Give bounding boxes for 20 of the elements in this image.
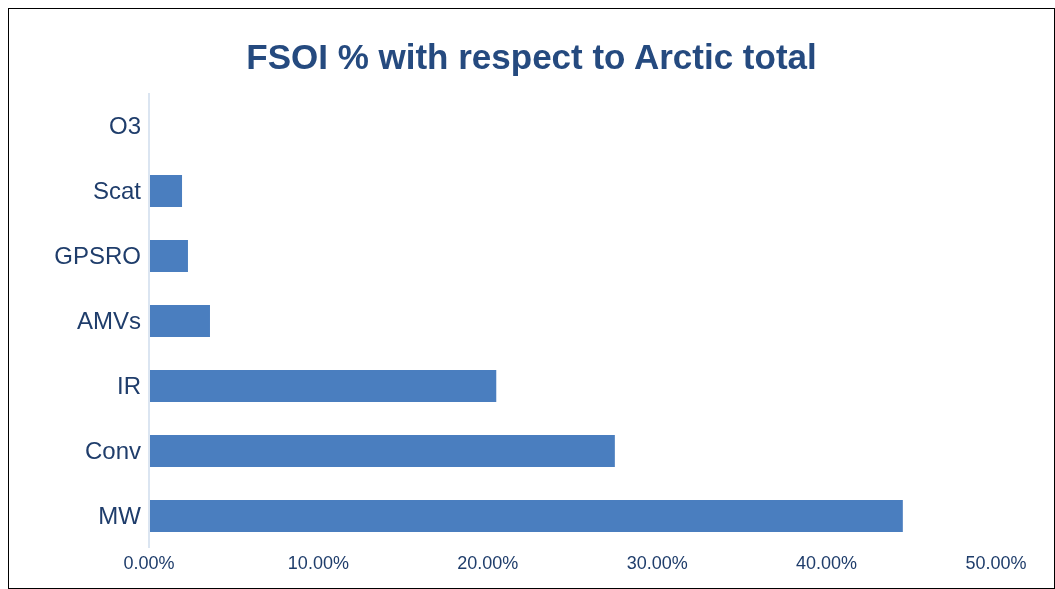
bar <box>149 435 615 467</box>
x-tick-label: 0.00% <box>123 552 175 573</box>
y-tick-label: O3 <box>108 112 141 140</box>
bar <box>149 305 210 337</box>
x-tick-label: 10.00% <box>287 552 349 573</box>
y-tick-label: Scat <box>92 177 142 205</box>
y-tick-label: MW <box>98 502 142 530</box>
y-tick-label: IR <box>117 372 141 400</box>
bar <box>149 370 497 402</box>
x-tick-label: 30.00% <box>626 552 688 573</box>
y-tick-label: AMVs <box>76 307 141 335</box>
y-tick-label: GPSRO <box>54 242 141 270</box>
y-tick-label: Conv <box>84 437 141 465</box>
bar <box>149 175 183 207</box>
x-tick-label: 20.00% <box>457 552 519 573</box>
bar <box>149 240 188 272</box>
x-tick-label: 50.00% <box>965 552 1027 573</box>
x-tick-label: 40.00% <box>796 552 858 573</box>
chart-title: FSOI % with respect to Arctic total <box>245 36 818 78</box>
bar <box>149 500 903 532</box>
